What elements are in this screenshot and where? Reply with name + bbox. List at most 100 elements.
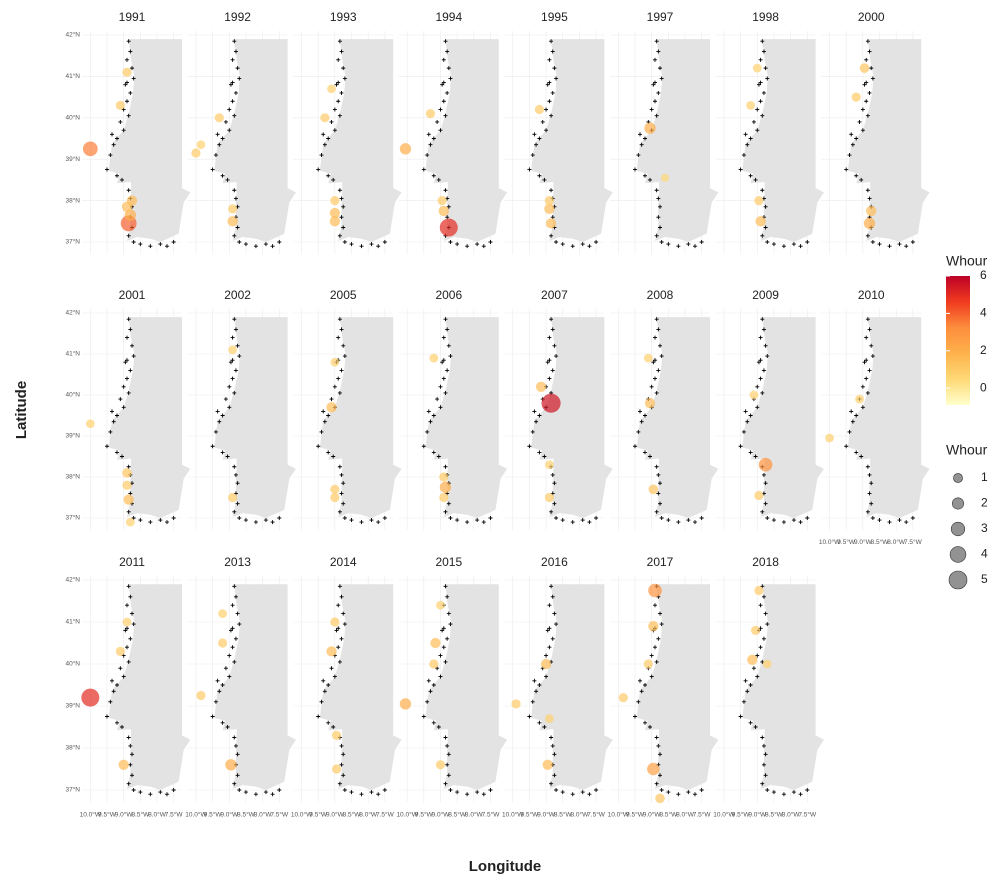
- station: [658, 66, 662, 71]
- bubble: [644, 398, 656, 409]
- station: [791, 790, 796, 795]
- station: [549, 584, 554, 589]
- station: [337, 390, 342, 395]
- station: [532, 132, 537, 137]
- station: [233, 196, 238, 201]
- station: [322, 419, 327, 424]
- station: [443, 390, 448, 395]
- facet-panel: 1997: [610, 10, 719, 255]
- station: [580, 790, 585, 795]
- station: [761, 636, 766, 641]
- bubble: [648, 621, 659, 632]
- x-tick-label: 8.5°W: [448, 810, 467, 818]
- station: [547, 335, 552, 340]
- land: [742, 39, 824, 242]
- station: [743, 132, 748, 137]
- station: [653, 358, 657, 363]
- station: [220, 173, 225, 178]
- station: [761, 327, 766, 332]
- bubble: [436, 600, 445, 610]
- station: [223, 666, 228, 671]
- x-tick-label: 8.0°W: [148, 810, 167, 818]
- land: [531, 317, 613, 518]
- station: [131, 788, 136, 792]
- station: [230, 626, 235, 631]
- station: [253, 520, 258, 525]
- legend-title: Whour: [946, 253, 988, 269]
- bubble: [196, 140, 206, 150]
- station: [865, 317, 870, 322]
- station: [758, 376, 763, 381]
- bubble: [755, 216, 766, 227]
- facet-title: 1995: [541, 10, 568, 24]
- x-tick-label: 9.5°W: [204, 810, 223, 818]
- station: [230, 57, 235, 62]
- x-tick-label: 9.5°W: [98, 810, 117, 818]
- station: [654, 390, 659, 395]
- station: [658, 204, 662, 209]
- station: [741, 429, 746, 434]
- station: [761, 472, 766, 477]
- y-tick-label: 41°N: [65, 72, 80, 80]
- station: [867, 327, 872, 332]
- station: [123, 82, 128, 87]
- station: [130, 66, 134, 71]
- station: [237, 76, 242, 81]
- station: [125, 80, 129, 85]
- facet-title: 1992: [224, 10, 251, 24]
- station: [115, 413, 119, 418]
- size-label: 1: [981, 470, 988, 484]
- station: [550, 743, 555, 748]
- station: [319, 153, 324, 158]
- station: [765, 354, 770, 359]
- station: [693, 792, 697, 797]
- x-tick-label: 10.0°W: [396, 810, 418, 818]
- station: [869, 481, 874, 486]
- station: [428, 689, 433, 694]
- station: [864, 57, 869, 62]
- station: [648, 454, 652, 459]
- station: [760, 39, 765, 44]
- bubble: [511, 699, 521, 709]
- station: [550, 636, 555, 641]
- station: [213, 699, 218, 704]
- station: [805, 516, 810, 520]
- bubble: [859, 63, 870, 73]
- station: [910, 516, 915, 520]
- station: [435, 397, 440, 402]
- station: [441, 358, 446, 363]
- station: [550, 49, 555, 54]
- x-axis-title: Longitude: [469, 858, 541, 875]
- station: [213, 153, 218, 158]
- station: [649, 384, 654, 389]
- station: [438, 405, 443, 410]
- station: [554, 788, 559, 792]
- station: [465, 244, 470, 249]
- station: [230, 335, 235, 340]
- station: [337, 317, 342, 322]
- station: [560, 242, 565, 247]
- station: [693, 520, 697, 525]
- station: [349, 242, 354, 247]
- bubble: [644, 122, 656, 134]
- station: [676, 792, 681, 797]
- colorbar-label: 0: [980, 380, 987, 394]
- station: [656, 215, 661, 220]
- x-tick-label: 7.5°W: [693, 810, 712, 818]
- station: [332, 384, 337, 389]
- station: [638, 678, 642, 683]
- station: [329, 397, 334, 402]
- station: [243, 242, 248, 247]
- station: [448, 240, 453, 244]
- station: [550, 90, 555, 95]
- station: [337, 233, 342, 238]
- station: [745, 142, 750, 147]
- station: [748, 173, 753, 178]
- bubble: [320, 113, 330, 123]
- station: [138, 790, 143, 795]
- station: [235, 481, 240, 486]
- y-tick-label: 42°N: [65, 576, 80, 584]
- x-tick-label: 10.0°W: [713, 810, 735, 818]
- station: [542, 177, 547, 182]
- station: [554, 240, 559, 244]
